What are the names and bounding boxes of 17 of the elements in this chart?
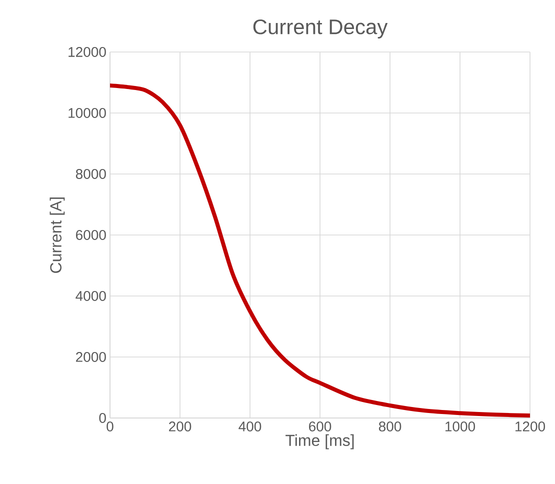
x-tick-label: 1200 [515,422,546,432]
x-tick-label: 0 [106,422,114,432]
chart-title: Current Decay [253,19,388,38]
x-axis-title: Time [ms] [286,434,354,450]
x-tick-label: 1000 [445,422,476,432]
y-tick-label: 2000 [76,352,106,362]
y-tick-label: 12000 [68,47,106,57]
y-axis-title: Current [A] [50,197,65,273]
y-tick-label: 8000 [76,169,106,179]
x-tick-label: 800 [378,422,402,432]
x-tick-label: 200 [169,422,192,432]
y-tick-label: 6000 [76,230,106,240]
y-tick-label: 10000 [68,108,106,118]
x-tick-label: 600 [309,422,332,432]
x-tick-label: 400 [238,422,262,432]
y-tick-label: 0 [99,413,106,423]
y-tick-label: 4000 [76,291,106,301]
